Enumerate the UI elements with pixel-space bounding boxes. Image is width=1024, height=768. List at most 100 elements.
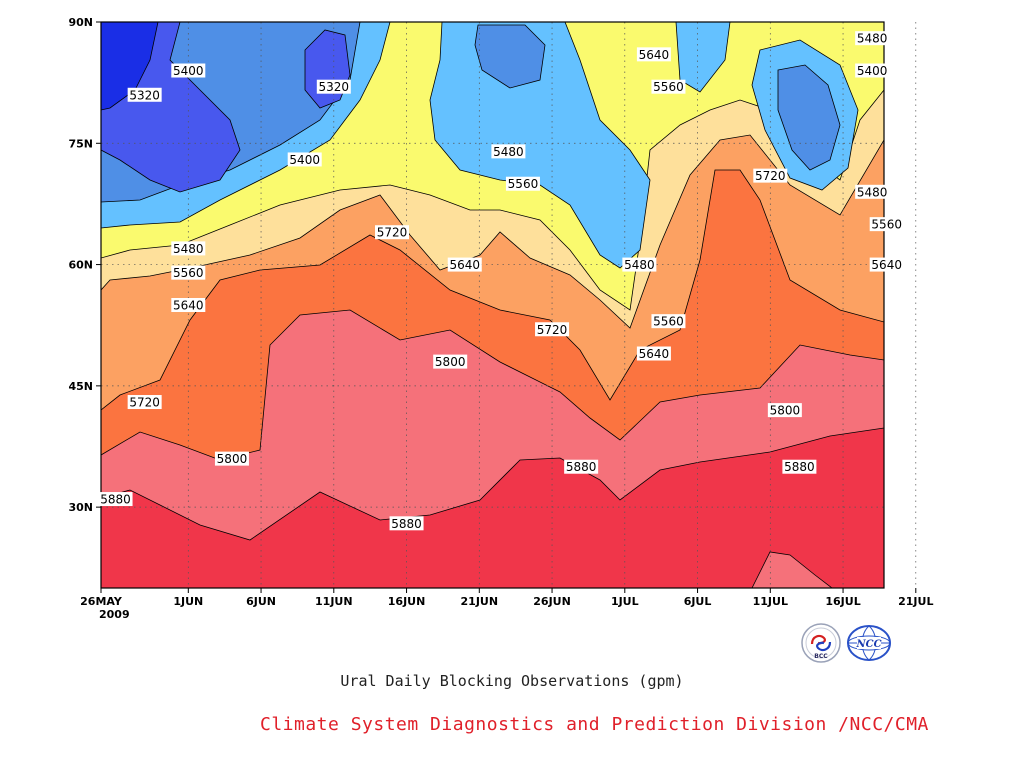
contour-label-text: 5560 bbox=[653, 315, 684, 329]
contour-label-box bbox=[869, 217, 904, 232]
contour-label-text: 5720 bbox=[129, 396, 160, 410]
contour-label-box bbox=[855, 31, 890, 46]
contour-label: 5400 bbox=[287, 152, 322, 167]
contour-label: 5320 bbox=[127, 87, 162, 102]
contour-label-text: 5480 bbox=[173, 242, 204, 256]
contour-label-text: 5800 bbox=[770, 404, 801, 418]
contour-label-box bbox=[171, 298, 206, 312]
y-tick-label: 30N bbox=[68, 501, 93, 514]
contour-label-text: 5560 bbox=[871, 218, 902, 232]
contour-label-box bbox=[855, 184, 890, 199]
contour-label-text: 5880 bbox=[784, 460, 815, 474]
contour-label: 5560 bbox=[651, 79, 686, 94]
contour-label-text: 5640 bbox=[449, 258, 480, 272]
contour-label-text: 5800 bbox=[435, 355, 466, 369]
contour-label: 5720 bbox=[535, 322, 570, 337]
x-tick-label: 26MAY bbox=[80, 595, 123, 608]
contour-label-box bbox=[287, 152, 322, 167]
band-5400-5480-east bbox=[777, 64, 841, 171]
contour-label-text: 5720 bbox=[377, 226, 408, 240]
contour-label-box bbox=[447, 257, 482, 272]
contour-label: 5480 bbox=[491, 144, 526, 159]
x-tick-label: 21JUL bbox=[898, 595, 933, 608]
x-tick-label: 6JUN bbox=[246, 595, 276, 608]
svg-text:NCC: NCC bbox=[855, 639, 881, 650]
contour-label: 5400 bbox=[171, 63, 206, 78]
contour-label-box bbox=[375, 225, 409, 240]
contour-label-text: 5640 bbox=[639, 48, 670, 62]
svg-text:BCC: BCC bbox=[814, 653, 828, 660]
contour-label-text: 5400 bbox=[173, 64, 204, 78]
contour-label-text: 5320 bbox=[129, 88, 160, 102]
contour-label: 5480 bbox=[171, 241, 206, 256]
contour-label: 5720 bbox=[375, 225, 409, 240]
ncc-logo: NCC bbox=[847, 625, 891, 661]
y-tick-label: 45N bbox=[68, 380, 93, 393]
contour-label-text: 5400 bbox=[857, 64, 888, 78]
contour-label: 5800 bbox=[767, 403, 802, 418]
contour-label-box bbox=[855, 63, 890, 78]
contour-label: 5880 bbox=[782, 459, 817, 474]
contour-label-text: 5720 bbox=[537, 323, 568, 337]
contour-label-box bbox=[767, 403, 802, 418]
contour-label-text: 5560 bbox=[508, 177, 539, 191]
x-tick-label: 26JUN bbox=[533, 595, 571, 608]
contour-label-box bbox=[651, 314, 686, 329]
contour-label: 5640 bbox=[869, 257, 904, 272]
contour-label: 5640 bbox=[636, 47, 671, 62]
contour-label: 5640 bbox=[636, 346, 671, 361]
contour-label-text: 5400 bbox=[289, 153, 320, 167]
contour-label-text: 5480 bbox=[493, 145, 524, 159]
y-tick-label: 60N bbox=[68, 259, 93, 272]
contour-label: 5480 bbox=[855, 31, 890, 46]
contour-label-box bbox=[171, 265, 206, 280]
contour-label: 5880 bbox=[564, 459, 599, 474]
y-tick-label: 90N bbox=[68, 16, 93, 29]
contour-label-box bbox=[753, 168, 788, 183]
contour-label: 5560 bbox=[171, 265, 206, 280]
band-5400-5480-mid bbox=[474, 24, 546, 89]
x-tick-label: 6JUL bbox=[684, 595, 712, 608]
contour-label-box bbox=[869, 257, 904, 272]
contour-label-box bbox=[316, 79, 351, 94]
contour-label-box bbox=[636, 346, 671, 361]
x-tick-label: 11JUN bbox=[315, 595, 353, 608]
contour-label-text: 5560 bbox=[653, 80, 684, 94]
organization-text: Climate System Diagnostics and Predictio… bbox=[260, 714, 929, 735]
contour-label: 5880 bbox=[389, 516, 424, 531]
contour-label-text: 5880 bbox=[566, 460, 597, 474]
contour-label: 5720 bbox=[127, 395, 162, 410]
contour-label: 5800 bbox=[433, 354, 468, 369]
contour-label: 5480 bbox=[855, 184, 890, 199]
contour-label: 5560 bbox=[869, 217, 904, 232]
contour-label-box bbox=[491, 144, 526, 159]
contour-label-box bbox=[622, 257, 657, 272]
contour-label: 5560 bbox=[651, 314, 686, 329]
x-tick-label: 16JUN bbox=[388, 595, 426, 608]
contour-label-text: 5480 bbox=[857, 185, 888, 199]
x-tick-label: 1JUL bbox=[611, 595, 639, 608]
contour-label-text: 5640 bbox=[639, 347, 670, 361]
chart-title: Ural Daily Blocking Observations (gpm) bbox=[340, 672, 684, 690]
contour-label-text: 5640 bbox=[173, 299, 204, 313]
contour-label: 5480 bbox=[622, 257, 657, 272]
contour-label: 5320 bbox=[316, 79, 351, 94]
contour-label-text: 5880 bbox=[391, 517, 422, 531]
contour-label-box bbox=[389, 516, 424, 531]
x-tick-label: 1JUN bbox=[173, 595, 203, 608]
contour-label-text: 5480 bbox=[857, 32, 888, 46]
contour-label: 5720 bbox=[753, 168, 788, 183]
contour-fill-bands bbox=[101, 22, 884, 588]
contour-label-box bbox=[564, 459, 599, 474]
contour-label: 5800 bbox=[214, 451, 249, 466]
contour-label-text: 5720 bbox=[755, 169, 786, 183]
contour-label-box bbox=[127, 87, 162, 102]
band-5880-5960-south bbox=[751, 551, 833, 588]
contour-label-box bbox=[782, 459, 817, 474]
plot-frame bbox=[100, 21, 885, 589]
contour-label: 5880 bbox=[98, 492, 133, 507]
band-5480-5560-north bbox=[675, 22, 731, 93]
contour-label: 5640 bbox=[171, 298, 206, 313]
contour-label-box bbox=[433, 354, 468, 369]
